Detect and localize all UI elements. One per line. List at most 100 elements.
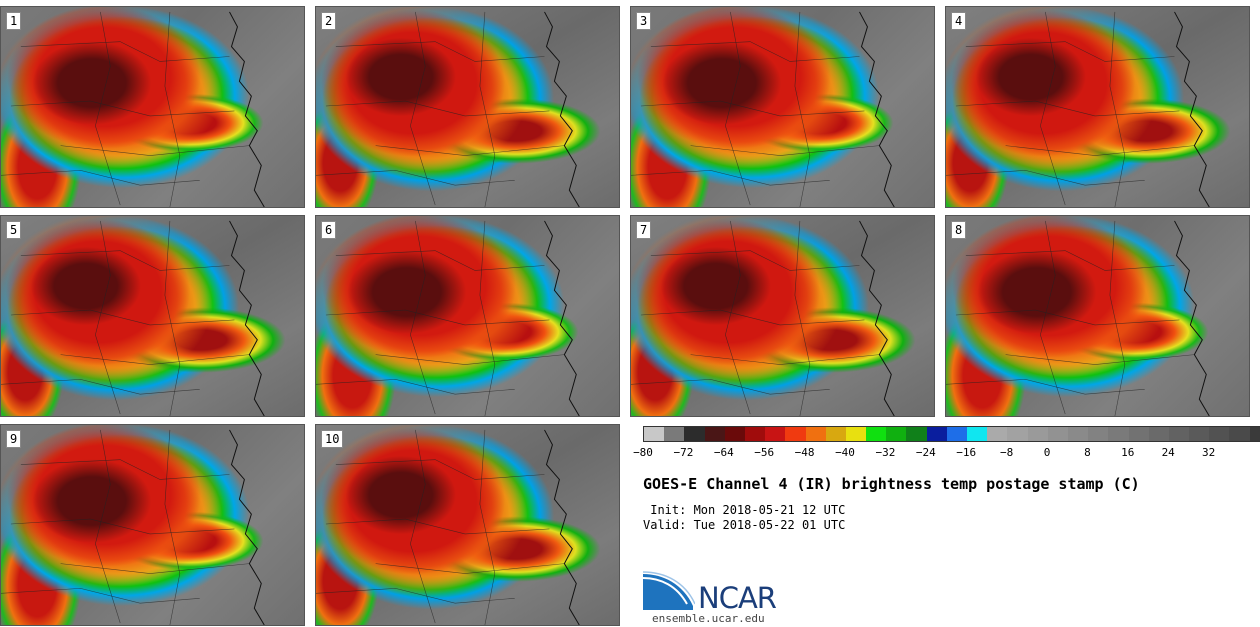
colorbar-cell — [886, 427, 907, 441]
state-boundary — [375, 563, 565, 574]
state-boundary — [650, 41, 860, 62]
coastline — [544, 220, 580, 416]
state-boundary — [1040, 11, 1066, 206]
state-boundary — [20, 250, 230, 271]
colorbar-cells — [643, 426, 1260, 442]
map-outline-overlay — [316, 429, 580, 625]
state-boundary — [794, 11, 811, 207]
state-boundary — [690, 145, 880, 156]
state-boundary — [375, 354, 565, 365]
init-time: Init: Mon 2018-05-21 12 UTC — [643, 503, 846, 517]
state-boundary — [335, 459, 545, 480]
state-boundary — [1109, 220, 1126, 416]
colorbar-cell — [1148, 427, 1169, 441]
coastline — [859, 11, 895, 207]
state-boundary — [20, 41, 230, 62]
colorbar-tick-label: 16 — [1121, 446, 1135, 459]
panel-6: 6 — [315, 215, 620, 417]
colorbar-tick-label: −8 — [999, 446, 1014, 459]
state-boundary — [631, 170, 830, 186]
state-boundary — [410, 429, 436, 624]
colorbar-tick-label: −16 — [956, 446, 977, 459]
colorbar-cell — [644, 427, 665, 441]
state-boundary — [690, 354, 880, 365]
state-boundary — [1040, 220, 1066, 415]
state-boundary — [479, 11, 496, 207]
colorbar-cell — [1229, 427, 1250, 441]
coastline — [544, 429, 580, 625]
map-outline-overlay — [631, 220, 895, 416]
state-boundary — [325, 309, 550, 326]
state-boundary — [164, 429, 181, 625]
state-boundary — [1005, 145, 1195, 156]
state-boundary — [10, 309, 235, 326]
colorbar-cell — [987, 427, 1008, 441]
state-boundary — [650, 250, 860, 271]
state-boundary — [164, 220, 181, 416]
panel-number: 10 — [321, 430, 344, 448]
state-boundary — [410, 11, 436, 206]
state-boundary — [316, 588, 515, 604]
state-boundary — [631, 379, 830, 395]
colorbar-tick-label: 24 — [1161, 446, 1175, 459]
state-boundary — [725, 11, 751, 206]
colorbar-cell — [845, 427, 867, 441]
colorbar-cell — [1249, 427, 1260, 441]
state-boundary — [20, 459, 230, 480]
state-boundary — [479, 220, 496, 416]
panel-number: 9 — [6, 430, 22, 448]
map-outline-overlay — [1, 429, 265, 625]
colorbar-cell — [825, 427, 846, 441]
colorbar-tick-label: 8 — [1084, 446, 1091, 459]
panel-7: 7 — [630, 215, 935, 417]
state-boundary — [640, 309, 865, 326]
state-boundary — [316, 379, 515, 395]
state-boundary — [479, 429, 496, 625]
state-boundary — [1, 588, 200, 604]
map-outline-overlay — [316, 11, 580, 207]
panel-9: 9 — [0, 424, 305, 626]
temperature-colorbar: −80 −72 −64 −56 −48 −40 −32 −24 −16 −8 0 8 16 24 32 — [633, 426, 1260, 459]
coastline — [544, 11, 580, 207]
state-boundary — [335, 250, 545, 271]
panel-5: 5 — [0, 215, 305, 417]
colorbar-tick-label: −40 — [835, 446, 855, 459]
state-boundary — [164, 11, 181, 207]
panel-10: 10 — [315, 424, 620, 626]
ncar-logo-text: NCAR — [698, 581, 777, 615]
colorbar-cell — [926, 427, 947, 441]
coastline — [1174, 220, 1210, 416]
colorbar-cell — [1108, 427, 1129, 441]
state-boundary — [60, 563, 250, 574]
panel-8: 8 — [945, 215, 1250, 417]
colorbar-cell — [946, 427, 967, 441]
state-boundary — [60, 354, 250, 365]
colorbar-cell — [664, 427, 685, 441]
panel-number: 4 — [951, 12, 967, 30]
valid-time: Valid: Tue 2018-05-22 01 UTC — [643, 518, 846, 532]
panel-number: 3 — [636, 12, 652, 30]
state-boundary — [95, 429, 121, 624]
state-boundary — [325, 100, 550, 117]
colorbar-cell — [724, 427, 745, 441]
colorbar-tick-label: −48 — [794, 446, 815, 459]
state-boundary — [375, 145, 565, 156]
state-boundary — [946, 170, 1145, 186]
map-outline-overlay — [1, 220, 265, 416]
colorbar-tick-label: −56 — [754, 446, 775, 459]
coastline — [229, 429, 265, 625]
coastline — [229, 220, 265, 416]
colorbar-tick-label: −72 — [673, 446, 694, 459]
state-boundary — [95, 11, 121, 206]
panel-number: 2 — [321, 12, 337, 30]
colorbar-cell — [967, 427, 988, 441]
state-boundary — [794, 220, 811, 416]
state-boundary — [1, 170, 200, 186]
colorbar-cell — [1027, 427, 1048, 441]
colorbar-cell — [704, 427, 725, 441]
state-boundary — [1109, 11, 1126, 207]
colorbar-cell — [906, 427, 927, 441]
colorbar-cell — [1047, 427, 1068, 441]
state-boundary — [10, 100, 235, 117]
site-url[interactable]: ensemble.ucar.edu — [652, 612, 765, 625]
